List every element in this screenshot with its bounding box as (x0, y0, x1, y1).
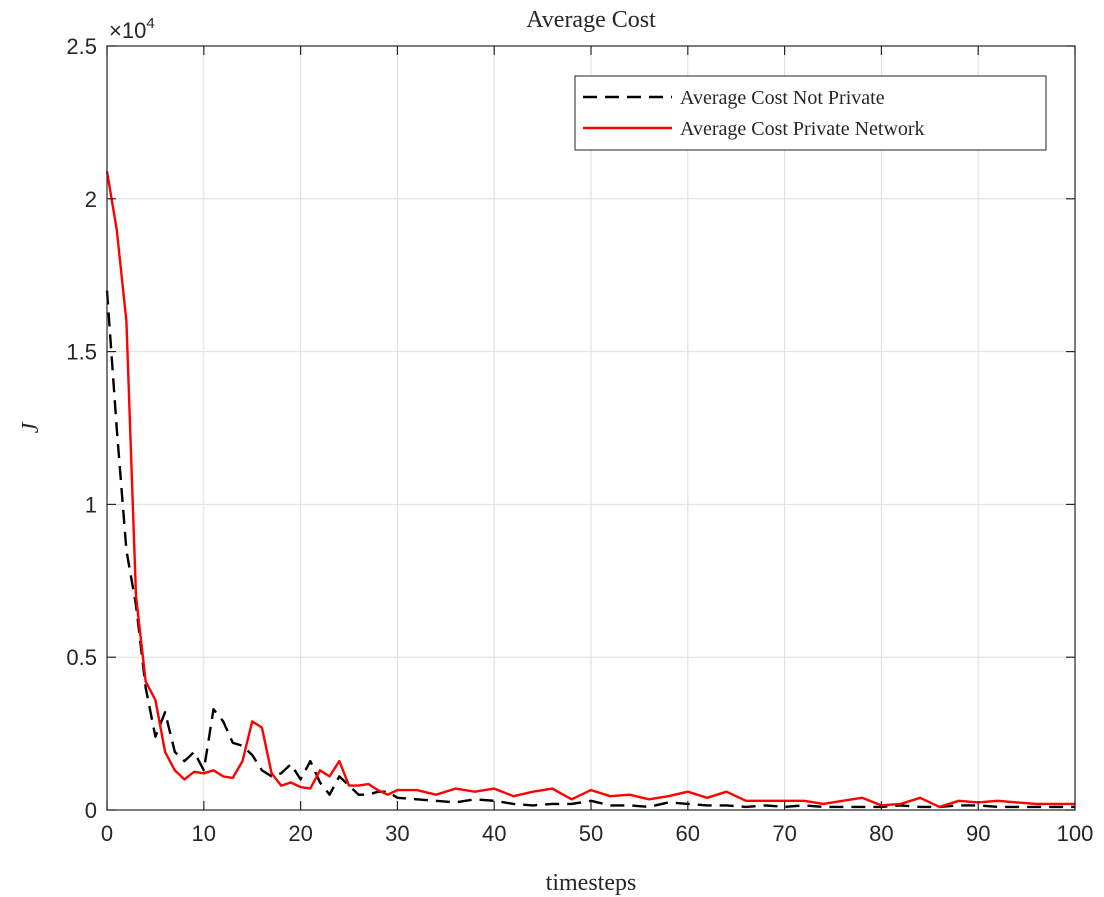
x-axis-label: timesteps (546, 870, 637, 896)
y-tick-label: 1 (85, 492, 97, 517)
series-layer (105, 171, 1075, 809)
series-line-not-private (105, 290, 1075, 809)
x-tick-label: 80 (869, 821, 893, 846)
x-tick-label: 40 (482, 821, 506, 846)
y-tick-labels: 0 0.5 1 1.5 2 2.5 (66, 34, 97, 823)
y-exponent-base: ×10 (109, 18, 146, 43)
x-tick-labels: 0 10 20 30 40 50 60 70 80 90 100 (101, 821, 1093, 846)
series-line-private-network (105, 171, 1075, 809)
legend-box (574, 75, 1047, 151)
x-tick-label: 90 (966, 821, 990, 846)
y-exponent-label: ×104 (109, 15, 155, 43)
y-tick-label: 2.5 (66, 34, 97, 59)
x-tick-label: 30 (385, 821, 409, 846)
y-tick-label: 0 (85, 798, 97, 823)
legend-label-private-network: Average Cost Private Network (680, 118, 925, 140)
y-tick-label: 1.5 (66, 340, 97, 365)
x-tick-label: 100 (1057, 821, 1094, 846)
y-tick-label: 0.5 (66, 645, 97, 670)
y-axis-label: J (18, 421, 44, 433)
x-tick-label: 50 (579, 821, 603, 846)
x-tick-label: 20 (288, 821, 312, 846)
x-tick-label: 0 (101, 821, 113, 846)
x-tick-label: 70 (772, 821, 796, 846)
y-tick-label: 2 (85, 187, 97, 212)
chart-title: Average Cost (526, 7, 656, 33)
x-tick-label: 60 (676, 821, 700, 846)
axis-ticks (106, 45, 1076, 811)
legend: Average Cost Not Private Average Cost Pr… (574, 75, 1047, 151)
y-exponent-power: 4 (146, 15, 154, 32)
legend-label-not-private: Average Cost Not Private (680, 87, 885, 109)
x-tick-label: 10 (192, 821, 216, 846)
grid-lines (107, 46, 1075, 810)
